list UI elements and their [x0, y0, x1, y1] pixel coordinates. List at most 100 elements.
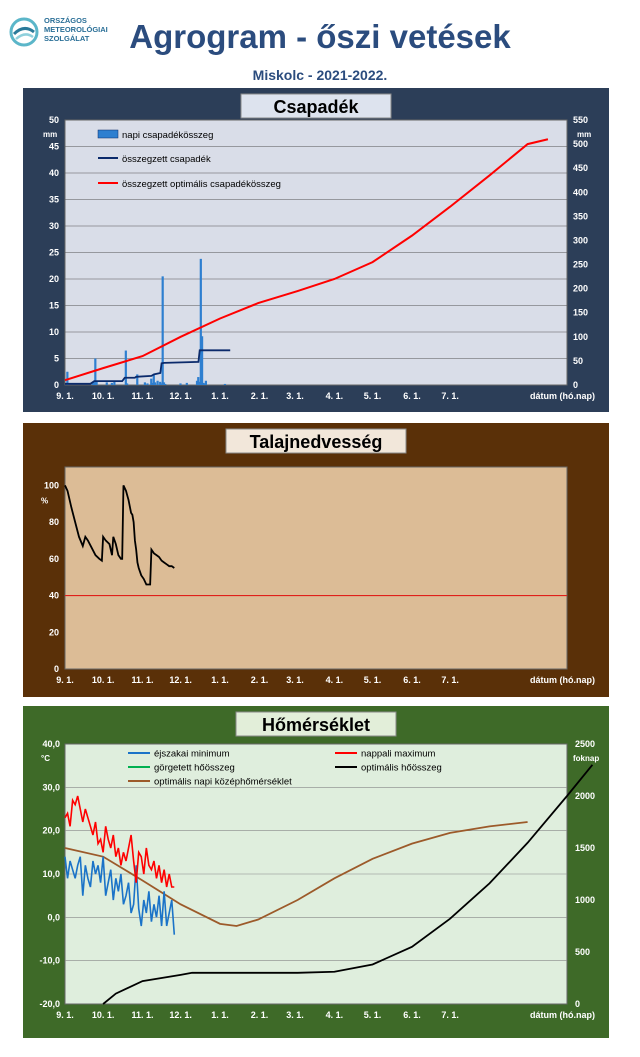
y-tick-label: 0,0: [47, 912, 60, 922]
y2-tick-label: 350: [573, 211, 588, 221]
x-axis-label: dátum (hó.nap): [530, 675, 595, 685]
x-tick-label: 1. 1.: [211, 1010, 229, 1020]
y2-tick-label: 100: [573, 332, 588, 342]
daily-precip-bar: [198, 381, 201, 385]
legend-label: optimális napi középhőmérséklet: [154, 777, 292, 788]
y-tick-label: 20: [49, 274, 59, 284]
daily-precip-bar: [66, 371, 69, 385]
x-tick-label: 3. 1.: [286, 391, 304, 401]
daily-precip-bar: [197, 377, 200, 385]
x-tick-label: 7. 1.: [441, 675, 459, 685]
y-tick-label: 0: [54, 664, 59, 674]
omsz-logo: ORSZÁGOS METEOROLÓGIAI SZOLGÁLAT: [8, 16, 118, 56]
daily-precip-bar: [105, 382, 108, 385]
daily-precip-bar: [203, 383, 206, 385]
x-tick-label: 3. 1.: [286, 675, 304, 685]
daily-precip-bar: [159, 381, 162, 385]
y-axis-unit: °C: [41, 754, 50, 763]
y2-tick-label: 1500: [575, 843, 595, 853]
y-tick-label: -10,0: [39, 956, 60, 966]
y-tick-label: -20,0: [39, 999, 60, 1009]
y-tick-label: 30,0: [42, 782, 60, 792]
y2-tick-label: 400: [573, 187, 588, 197]
legend-label: optimális hőösszeg: [361, 763, 442, 774]
y-axis-unit: mm: [43, 130, 57, 139]
y2-tick-label: 150: [573, 308, 588, 318]
x-tick-label: 12. 1.: [169, 1010, 192, 1020]
temperature-panel: Hőmérséklet 9. 1. 10. 1. 11. 1. 12. 1. 1. 1. 2…: [23, 706, 609, 1038]
y-tick-label: 15: [49, 301, 59, 311]
page-title: Agrogram - őszi vetések: [129, 18, 511, 55]
daily-precip-bar: [161, 276, 164, 385]
x-tick-label: 11. 1.: [132, 675, 154, 685]
y2-tick-label: 250: [573, 260, 588, 270]
y-axis-unit: %: [41, 496, 48, 505]
y-tick-label: 10: [49, 327, 59, 337]
daily-precip-bar: [94, 358, 97, 385]
temperature-chart: Hőmérséklet 9. 1. 10. 1. 11. 1. 12. 1. 1. 1. 2…: [39, 711, 599, 1020]
daily-precip-bar: [110, 382, 113, 385]
logo-line-1: ORSZÁGOS: [44, 16, 87, 25]
y2-axis-unit: mm: [577, 130, 591, 139]
daily-precip-bar: [95, 380, 98, 385]
x-tick-label: 9. 1.: [56, 391, 74, 401]
page-subtitle: Miskolc - 2021-2022.: [252, 67, 388, 83]
y-tick-label: 10,0: [42, 869, 60, 879]
daily-precip-bar: [185, 382, 188, 385]
chart-title: Talajnedvesség: [250, 432, 383, 452]
daily-precip-bar: [152, 374, 155, 385]
daily-precip-bar: [126, 383, 129, 385]
daily-precip-bar: [92, 381, 96, 385]
y-tick-label: 100: [44, 480, 59, 490]
logo-line-3: SZOLGÁLAT: [44, 34, 90, 43]
optimal-cumulative-line: [64, 138, 549, 382]
logo-text: ORSZÁGOS METEOROLÓGIAI SZOLGÁLAT: [44, 16, 108, 43]
y-tick-label: 40: [49, 591, 59, 601]
x-tick-label: 6. 1.: [403, 675, 421, 685]
logo-swirl-icon: [9, 17, 39, 47]
daily-precip-bar: [151, 382, 154, 385]
y2-tick-label: 550: [573, 115, 588, 125]
x-tick-label: 5. 1.: [364, 675, 382, 685]
x-tick-label: 7. 1.: [441, 1010, 459, 1020]
y2-tick-label: 2000: [575, 791, 595, 801]
legend-label: összegzett optimális csapadékösszeg: [122, 179, 281, 190]
x-tick-label: 1. 1.: [211, 391, 229, 401]
x-tick-label: 9. 1.: [56, 675, 74, 685]
daily-precip-bar: [124, 350, 127, 385]
x-tick-label: 6. 1.: [403, 1010, 421, 1020]
daily-precip-bar: [91, 382, 94, 385]
x-tick-label: 4. 1.: [326, 1010, 344, 1020]
x-tick-label: 10. 1.: [92, 1010, 115, 1020]
daily-precip-bar: [202, 382, 205, 385]
daily-precip-bar: [150, 378, 153, 385]
x-tick-label: 11. 1.: [132, 391, 154, 401]
x-tick-label: 7. 1.: [441, 391, 459, 401]
y2-tick-label: 0: [573, 380, 578, 390]
y2-tick-label: 1000: [575, 895, 595, 905]
daily-precip-bar: [199, 258, 202, 385]
x-tick-label: 5. 1.: [364, 391, 382, 401]
soil-moisture-panel: Talajnedvesség 9. 1. 10. 1. 11. 1. 12. 1. 1. …: [23, 423, 609, 697]
y-tick-label: 80: [49, 517, 59, 527]
y2-tick-label: 50: [573, 356, 583, 366]
daily-precip-bar: [204, 380, 207, 385]
y2-tick-label: 500: [575, 947, 590, 957]
x-tick-label: 3. 1.: [286, 1010, 304, 1020]
daily-precip-bar: [164, 383, 167, 385]
y-tick-label: 40,0: [42, 739, 60, 749]
x-tick-label: 9. 1.: [56, 1010, 74, 1020]
night-minimum-line: [64, 856, 176, 935]
y2-tick-label: 0: [575, 999, 580, 1009]
daily-precip-bar: [162, 382, 166, 385]
precipitation-panel: Csapadék 9. 1. 10. 1. 11. 1. 12. 1. 1. 1. 2. 1…: [23, 88, 609, 412]
x-tick-label: 2. 1.: [251, 1010, 269, 1020]
day-maximum-line: [64, 795, 175, 888]
legend-label: napi csapadékösszeg: [122, 130, 213, 141]
legend-label: görgetett hőösszeg: [154, 763, 235, 774]
daily-precip-bar: [179, 383, 182, 385]
x-tick-label: 11. 1.: [132, 1010, 154, 1020]
y-tick-label: 20,0: [42, 826, 60, 836]
y-tick-label: 50: [49, 115, 59, 125]
x-tick-label: 5. 1.: [364, 1010, 382, 1020]
